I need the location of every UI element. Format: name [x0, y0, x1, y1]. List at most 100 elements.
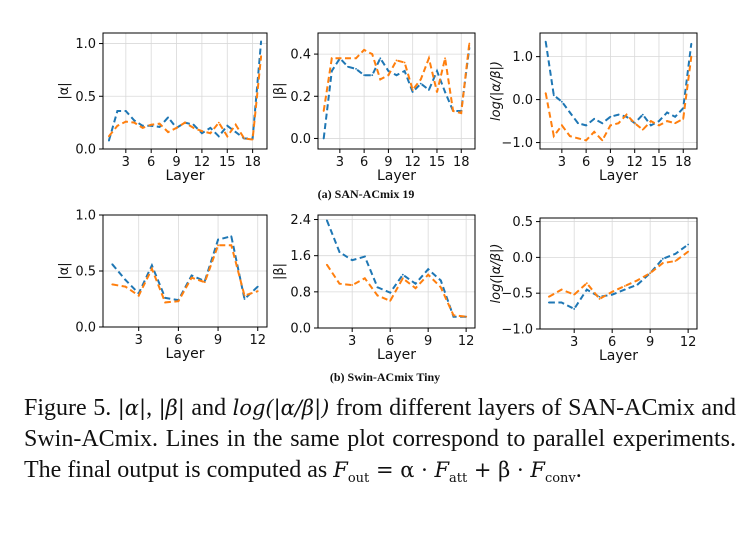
- panel-6-xtick-label-3: 12: [680, 335, 697, 350]
- panel-2-series-1-line: [322, 47, 471, 139]
- panel-6-series-1-point-10: [661, 257, 664, 260]
- panel-3-series-1-point-15: [658, 120, 660, 122]
- panel-2-xtick-label-3: 12: [404, 155, 421, 170]
- panel-3-series-2-point-1: [544, 92, 547, 95]
- panel-3-xlabel: Layer: [599, 168, 638, 184]
- panel-3-xtick-label-2: 9: [606, 155, 614, 170]
- panel-1-series-2-point-8: [167, 131, 169, 134]
- figure-5: 3 6 9 12 15 18 0.0 0.5 1.0 Layer |α| 3 6 9 12 15 18 0.0 0.…: [57, 32, 698, 384]
- panel-4-series-1-point-10: [230, 235, 233, 238]
- panel-6-xtick-label-0: 3: [570, 335, 578, 350]
- panel-3-series-1-point-19: [690, 42, 693, 45]
- panel-6-ytick-label-1: −0.5: [501, 287, 533, 302]
- panel-1-ytick-label-0: 0.0: [75, 143, 96, 158]
- panel-2-series-1-point-6: [363, 74, 366, 77]
- panel-1-series-2-point-14: [217, 121, 220, 124]
- panel-1-xtick-label-5: 18: [244, 155, 261, 170]
- panel-1: 3 6 9 12 15 18 0.0 0.5 1.0 Layer |α|: [57, 32, 268, 184]
- panel-6-series-2-line: [548, 250, 689, 301]
- panel-3-series-2-point-16: [666, 120, 668, 122]
- panel-6: 3 6 9 12 −1.0 −0.5 0.0 0.5 Layer log(|α/β|): [489, 215, 698, 364]
- caption-text-2: and: [184, 395, 233, 421]
- panel-5-series-1-point-4: [363, 255, 366, 258]
- panel-2-series-2-point-16: [444, 57, 446, 60]
- panel-6-series-1-point-2: [560, 301, 563, 304]
- panel-3-series-1-point-6: [585, 124, 588, 127]
- panel-1-series-1-point-15: [226, 124, 229, 127]
- panel-3-series-1-point-1: [544, 40, 547, 43]
- panel-2-series-1-point-10: [395, 74, 398, 77]
- panel-1-series-2-point-15: [226, 135, 229, 138]
- panel-3-series-2-point-5: [577, 137, 579, 140]
- panel-2-frame: [317, 32, 476, 150]
- panel-3-xtick-label-3: 12: [626, 155, 643, 170]
- panel-5-series-2-point-10: [439, 286, 442, 289]
- panel-1-series-2-point-12: [201, 130, 203, 132]
- panel-3-ylabel: log(|α/β|): [489, 61, 504, 121]
- panel-4-series-2-point-3: [137, 294, 140, 297]
- panel-2-series-1-point-5: [355, 67, 357, 70]
- panel-6-series-2-point-6: [611, 290, 614, 293]
- panel-3-ytick-label-0: −1.0: [501, 136, 533, 151]
- panel-3-xtick-label-0: 3: [558, 155, 566, 170]
- caption-eq-lhs: Fout: [333, 458, 369, 486]
- caption-eq-lhs-sub: out: [347, 471, 370, 487]
- panel-2-series-1-point-9: [387, 70, 390, 72]
- figure-caption: Figure 5. |α|, |β| and log(|α/β|) from d…: [24, 393, 736, 494]
- panel-5-series-2-point-3: [351, 284, 354, 286]
- panel-4-ytick-label-1: 0.5: [75, 265, 96, 280]
- panel-3-series-1-line: [544, 41, 693, 127]
- panel-4-series-2-point-6: [177, 300, 180, 303]
- panel-4-series-2-point-9: [217, 244, 219, 247]
- panel-1-series-1-point-12: [201, 132, 203, 135]
- panel-2-series-1-point-12: [411, 91, 414, 93]
- panel-2-xtick-label-4: 15: [429, 155, 446, 170]
- panel-5-series-2-line: [326, 264, 467, 318]
- panel-1-series-1-point-8: [167, 116, 169, 119]
- panel-6-series-1-point-3: [573, 308, 576, 310]
- panel-6-xtick-label-1: 6: [608, 335, 616, 350]
- panel-6-series-1-point-7: [623, 288, 626, 291]
- panel-5-series-2-point-11: [452, 314, 455, 317]
- panel-3-xtick-label-4: 15: [651, 155, 668, 170]
- panel-3-series-2-point-12: [633, 122, 636, 125]
- caption-eq-mid: = α ·: [369, 458, 435, 482]
- panel-2-series-1-point-4: [347, 65, 349, 68]
- panel-1-series-1-point-2: [116, 110, 119, 112]
- panel-4-series-1-point-5: [164, 296, 167, 299]
- panel-3-series-1-point-13: [641, 113, 644, 116]
- panel-1-xtick-label-2: 9: [172, 155, 180, 170]
- panel-1-series-2-point-16: [234, 123, 237, 126]
- panel-3-series-1-point-16: [666, 111, 668, 114]
- panel-6-series-2-point-1: [547, 295, 550, 298]
- panel-3-series-1-point-2: [552, 94, 555, 97]
- panel-6-series-2-point-11: [674, 260, 677, 262]
- panel-2-series-2-point-18: [460, 112, 463, 115]
- panel-3-series-1-point-9: [609, 115, 612, 118]
- panel-4-ylabel: |α|: [57, 262, 72, 279]
- panel-3-frame: [539, 32, 698, 150]
- panel-3-series-2-point-7: [593, 130, 596, 133]
- caption-log-ratio: log(|α/β|): [232, 396, 330, 420]
- panel-3-series-2-point-10: [617, 122, 620, 125]
- panel-5-series-1-point-5: [376, 286, 379, 289]
- panel-6-series-2-point-3: [573, 293, 576, 296]
- panel-2-series-1-point-7: [371, 74, 374, 77]
- panel-1-series-1-point-11: [192, 123, 195, 126]
- panel-3-series-2-point-2: [552, 135, 555, 138]
- panel-3-series-2-point-11: [625, 113, 628, 116]
- panel-4-ytick-label-0: 0.0: [75, 321, 96, 336]
- panel-3-series-2-point-18: [682, 118, 685, 120]
- panel-3-series-1-point-7: [593, 118, 596, 120]
- panel-1-series-1-point-19: [260, 40, 262, 43]
- panel-5: 3 6 9 12 0.0 0.8 1.6 2.4 Layer |β|: [272, 213, 476, 363]
- panel-4: 3 6 9 12 0.0 0.5 1.0 Layer |α|: [57, 209, 268, 362]
- panel-1-series-2-point-13: [209, 132, 212, 135]
- panel-2-series-2-point-9: [387, 74, 390, 77]
- panel-2-series-2-point-2: [330, 57, 333, 60]
- panel-6-ytick-label-2: 0.0: [512, 251, 533, 266]
- panel-1-series-1-point-16: [234, 131, 237, 134]
- caption-text-3: from different layers of SAN-ACmix and S…: [24, 395, 736, 483]
- panel-2: 3 6 9 12 15 18 0.0 0.2 0.4 Layer |β|: [272, 32, 476, 184]
- panel-6-series-2-point-12: [687, 250, 690, 253]
